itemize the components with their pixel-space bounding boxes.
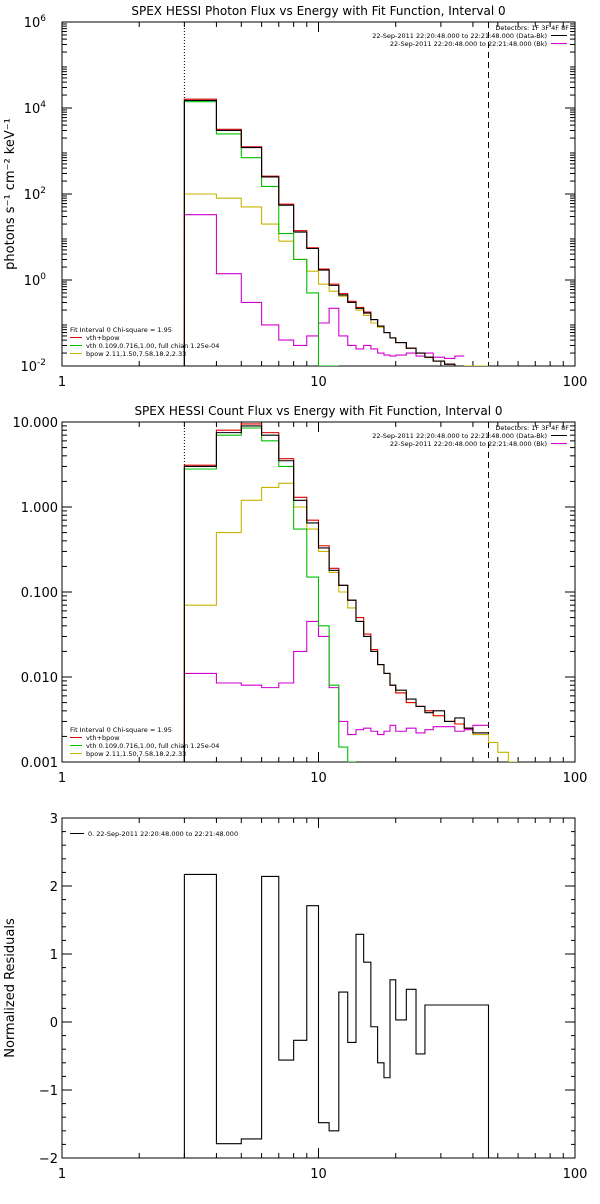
- y-tick-label: 1.000: [21, 501, 58, 516]
- fit-legend-entry: vth+bpow: [86, 734, 120, 742]
- y-tick-label: 0.100: [21, 586, 58, 601]
- series-line-1: [183, 425, 489, 762]
- x-tick-label: 100: [563, 375, 588, 390]
- x-tick-label: 1: [58, 771, 66, 786]
- y-tick-label: 2: [50, 880, 58, 895]
- fit-legend-entry: bpow 2.11,1.50,7.58,18.2,2.33: [86, 750, 186, 758]
- y-tick-label: −1: [39, 1084, 58, 1099]
- y-tick-label: 1: [50, 948, 58, 963]
- series-line-5: [183, 620, 489, 762]
- detector-legend-entry: 22-Sep-2011 22:20:48.000 to 22:21:48.000…: [372, 432, 547, 440]
- detector-legend-header: Detectors: 1F 3F 4F 8F: [495, 24, 569, 32]
- fit-legend-header: Fit Interval 0 Chi-square = 1.95: [70, 326, 172, 334]
- x-tick-label: 10: [310, 1167, 327, 1182]
- series-line-5: [183, 214, 465, 366]
- y-tick-label: 10.000: [13, 416, 59, 431]
- fit-legend-entry: vth 0.109,0.716,1.00, full chian 1.25e-0…: [86, 342, 219, 350]
- y-tick-label: 3: [50, 812, 58, 827]
- series-line-4: [183, 193, 489, 366]
- series-line-4: [183, 482, 519, 762]
- x-tick-label: 100: [563, 1167, 588, 1182]
- y-tick-label: 0.001: [21, 756, 58, 771]
- y-tick-label: 10-2: [20, 358, 46, 375]
- detector-legend-entry: 22-Sep-2011 22:20:48.000 to 22:21:48.000…: [372, 32, 547, 40]
- chart-title: SPEX HESSI Photon Flux vs Energy with Fi…: [131, 4, 505, 18]
- x-tick-label: 1: [58, 375, 66, 390]
- y-tick-label: 106: [24, 14, 47, 31]
- series-line-1: [183, 873, 490, 1158]
- y-tick-label: 104: [24, 100, 47, 117]
- chart-panel-2: SPEX HESSI Count Flux vs Energy with Fit…: [13, 404, 588, 786]
- residual-legend-entry: 0. 22-Sep-2011 22:20:48.000 to 22:21:48.…: [88, 830, 238, 838]
- detector-legend-entry: 22-Sep-2011 22:20:48.000 to 22:21:48.000…: [390, 40, 547, 48]
- fit-legend-entry: vth 0.109,0.716,1.00, full chian 1.25e-0…: [86, 742, 219, 750]
- series-line-3: [183, 427, 356, 762]
- series-line-3: [183, 101, 339, 366]
- x-tick-label: 10: [310, 771, 327, 786]
- y-tick-label: 0: [50, 1016, 58, 1031]
- y-tick-label: 102: [24, 186, 46, 203]
- chart-panel-1: SPEX HESSI Photon Flux vs Energy with Fi…: [3, 4, 587, 390]
- fit-legend-entry: vth+bpow: [86, 334, 120, 342]
- detector-legend-header: Detectors: 1F 3F 4F 8F: [495, 424, 569, 432]
- y-axis-label: photons s⁻¹ cm⁻² keV⁻¹: [3, 118, 18, 270]
- fit-legend-entry: bpow 2.11,1.50,7.58,18.2,2.33: [86, 350, 186, 358]
- y-tick-label: 100: [24, 272, 47, 289]
- y-axis-label: Normalized Residuals: [3, 918, 18, 1058]
- fit-legend-header: Fit Interval 0 Chi-square = 1.95: [70, 726, 172, 734]
- chart-panel-3: Normalized Residuals 1 10 100 −2 −1 0 1 2 3 0. 22-…: [3, 812, 587, 1182]
- chart-title: SPEX HESSI Count Flux vs Energy with Fit…: [134, 404, 502, 418]
- x-tick-label: 100: [563, 771, 588, 786]
- series-line-2: [183, 98, 465, 366]
- y-tick-label: −2: [39, 1152, 58, 1167]
- x-tick-label: 10: [310, 375, 327, 390]
- detector-legend-entry: 22-Sep-2011 22:20:48.000 to 22:21:48.000…: [390, 440, 547, 448]
- y-tick-label: 0.010: [21, 671, 58, 686]
- series-line-1: [183, 99, 465, 366]
- x-tick-label: 1: [58, 1167, 66, 1182]
